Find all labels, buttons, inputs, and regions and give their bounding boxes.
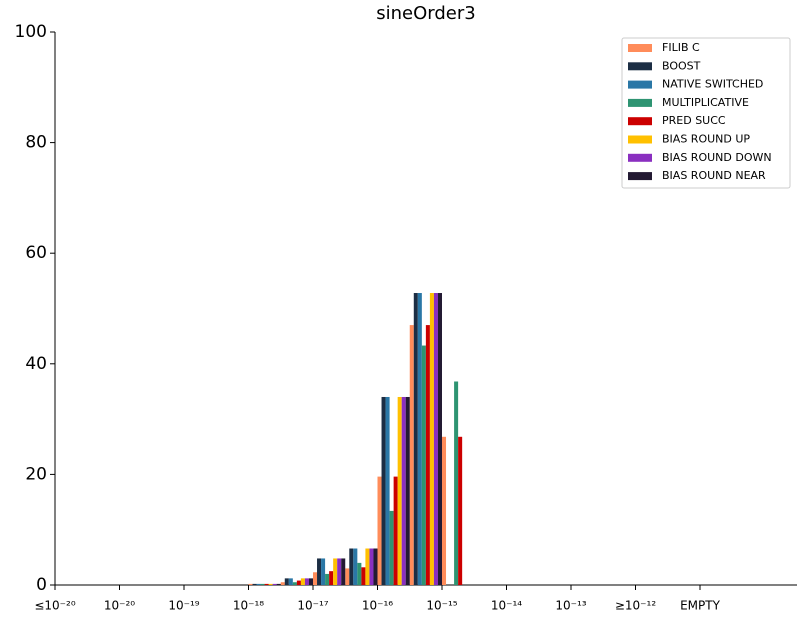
bar	[437, 293, 442, 585]
y-tick-label: 60	[25, 243, 47, 263]
legend-box	[621, 37, 791, 189]
legend-swatch	[628, 98, 652, 107]
legend-swatch	[628, 135, 652, 144]
legend-swatch	[628, 172, 652, 181]
bar	[329, 571, 334, 585]
bar	[409, 325, 414, 585]
x-tick-label: 10⁻¹⁵	[426, 599, 457, 613]
bar	[349, 548, 354, 585]
bar	[288, 578, 293, 585]
bar	[341, 558, 346, 585]
legend-swatch	[628, 62, 652, 71]
legend-label: PRED SUCC	[662, 114, 726, 127]
bar	[345, 568, 350, 585]
y-tick-label: 40	[25, 354, 47, 374]
bar	[337, 558, 342, 585]
bar	[353, 548, 358, 585]
x-tick-label: ≤10⁻²⁰	[34, 599, 75, 613]
bar	[308, 578, 313, 585]
bar	[429, 293, 434, 585]
bar	[272, 583, 277, 585]
legend-label: BIAS ROUND UP	[662, 133, 750, 146]
bar	[325, 573, 330, 585]
bar	[401, 396, 406, 585]
bar	[292, 582, 297, 585]
legend-label: BIAS ROUND DOWN	[662, 151, 772, 164]
x-tick-label: 10⁻¹⁴	[491, 599, 522, 613]
y-tick-label: 80	[25, 133, 47, 153]
bar	[260, 583, 265, 585]
x-tick-label: ≥10⁻¹²	[615, 599, 656, 613]
bar	[397, 396, 402, 585]
bar	[264, 583, 269, 585]
bar	[365, 548, 370, 585]
bar	[321, 558, 326, 585]
legend-label: BOOST	[662, 59, 701, 72]
y-tick-label: 20	[25, 464, 47, 484]
bar	[284, 578, 289, 585]
bar	[333, 558, 338, 585]
legend-swatch	[628, 80, 652, 89]
bar	[433, 293, 438, 585]
bar	[385, 396, 390, 585]
bar	[389, 510, 394, 585]
bar	[369, 548, 374, 585]
bar	[377, 476, 382, 585]
bar	[300, 578, 305, 585]
bar	[442, 436, 447, 585]
legend-label: MULTIPLICATIVE	[662, 96, 749, 109]
bar	[454, 381, 459, 585]
y-tick-label: 0	[36, 575, 47, 595]
bar	[421, 345, 426, 585]
bar	[381, 396, 386, 585]
legend-label: FILIB C	[662, 41, 700, 54]
legend-label: BIAS ROUND NEAR	[662, 169, 766, 182]
bar	[405, 396, 410, 585]
x-tick-label: 10⁻¹⁸	[233, 599, 264, 613]
x-tick-label: EMPTY	[680, 599, 721, 613]
legend-swatch	[628, 153, 652, 162]
bar	[458, 436, 463, 585]
chart-title: sineOrder3	[376, 3, 475, 24]
bar	[248, 583, 253, 585]
legend-swatch	[628, 44, 652, 52]
x-tick-label: 10⁻¹⁶	[362, 599, 393, 613]
x-tick-label: 10⁻¹⁷	[297, 599, 328, 613]
bar	[425, 325, 430, 585]
bar	[256, 583, 261, 585]
bar	[313, 572, 318, 585]
x-tick-label: 10⁻²⁰	[104, 599, 135, 613]
bar	[357, 562, 362, 585]
bar	[280, 582, 285, 585]
x-tick-label: 10⁻¹³	[555, 599, 586, 613]
bar	[417, 293, 422, 585]
legend-label: NATIVE SWITCHED	[662, 78, 763, 91]
bar	[361, 567, 366, 585]
bar	[296, 580, 301, 585]
bar	[252, 583, 257, 585]
bar	[304, 578, 309, 585]
bar	[317, 558, 322, 585]
bar	[276, 583, 281, 585]
bar	[373, 548, 378, 585]
bar	[413, 293, 418, 585]
bar	[268, 583, 273, 585]
x-tick-label: 10⁻¹⁹	[168, 599, 199, 613]
y-tick-label: 100	[15, 22, 47, 42]
legend-swatch	[628, 117, 652, 126]
bar	[393, 476, 398, 585]
